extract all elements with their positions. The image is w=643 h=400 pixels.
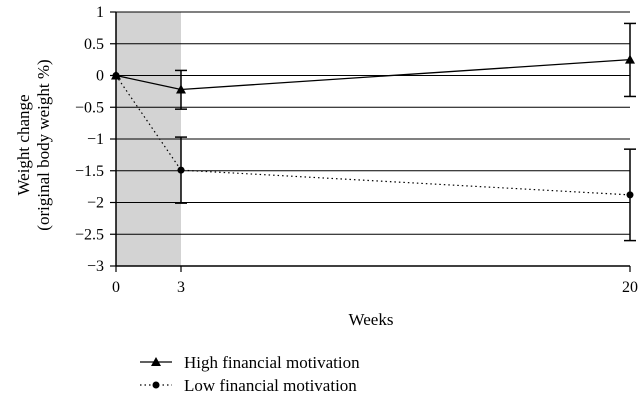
series-line bbox=[115, 75, 631, 196]
x-tick-labels: 0 3 20 bbox=[112, 279, 638, 296]
x-axis-label: Weeks bbox=[349, 310, 394, 329]
y-tick-label: 1 bbox=[96, 4, 104, 21]
data-point bbox=[625, 54, 635, 64]
y-tick-label: −1.5 bbox=[75, 163, 104, 180]
legend-label: High financial motivation bbox=[184, 353, 360, 372]
series-line bbox=[115, 58, 631, 91]
legend: High financial motivation Low financial m… bbox=[140, 353, 360, 395]
series-2 bbox=[112, 72, 636, 242]
legend-marker bbox=[152, 381, 160, 389]
y-tick-label: 0 bbox=[96, 68, 104, 85]
x-tick-label: 3 bbox=[177, 279, 185, 296]
series-1 bbox=[111, 22, 636, 110]
y-axis-label-line2: (original body weight %) bbox=[34, 59, 53, 230]
x-tick-label: 0 bbox=[112, 279, 120, 296]
data-point bbox=[177, 166, 185, 174]
y-tick-label: −2 bbox=[87, 195, 104, 212]
data-point bbox=[626, 191, 634, 199]
y-tick-label: −1 bbox=[87, 131, 104, 148]
x-tick-label: 20 bbox=[622, 279, 638, 296]
legend-marker bbox=[151, 357, 161, 366]
y-tick-label: −0.5 bbox=[75, 99, 104, 116]
series-layer bbox=[111, 22, 636, 242]
axes bbox=[110, 11, 631, 272]
y-tick-labels: 1 0.5 0 −0.5 −1 −1.5 −2 −2.5 −3 bbox=[75, 4, 104, 275]
y-axis-label-line1: Weight change bbox=[14, 94, 33, 195]
grid bbox=[116, 11, 630, 235]
y-tick-label: −3 bbox=[87, 258, 104, 275]
data-point bbox=[112, 72, 120, 79]
legend-label: Low financial motivation bbox=[184, 376, 357, 395]
data-point bbox=[176, 84, 186, 94]
y-axis-label: Weight change (original body weight %) bbox=[14, 59, 53, 230]
y-tick-label: 0.5 bbox=[84, 36, 104, 53]
y-tick-label: −2.5 bbox=[75, 226, 104, 243]
